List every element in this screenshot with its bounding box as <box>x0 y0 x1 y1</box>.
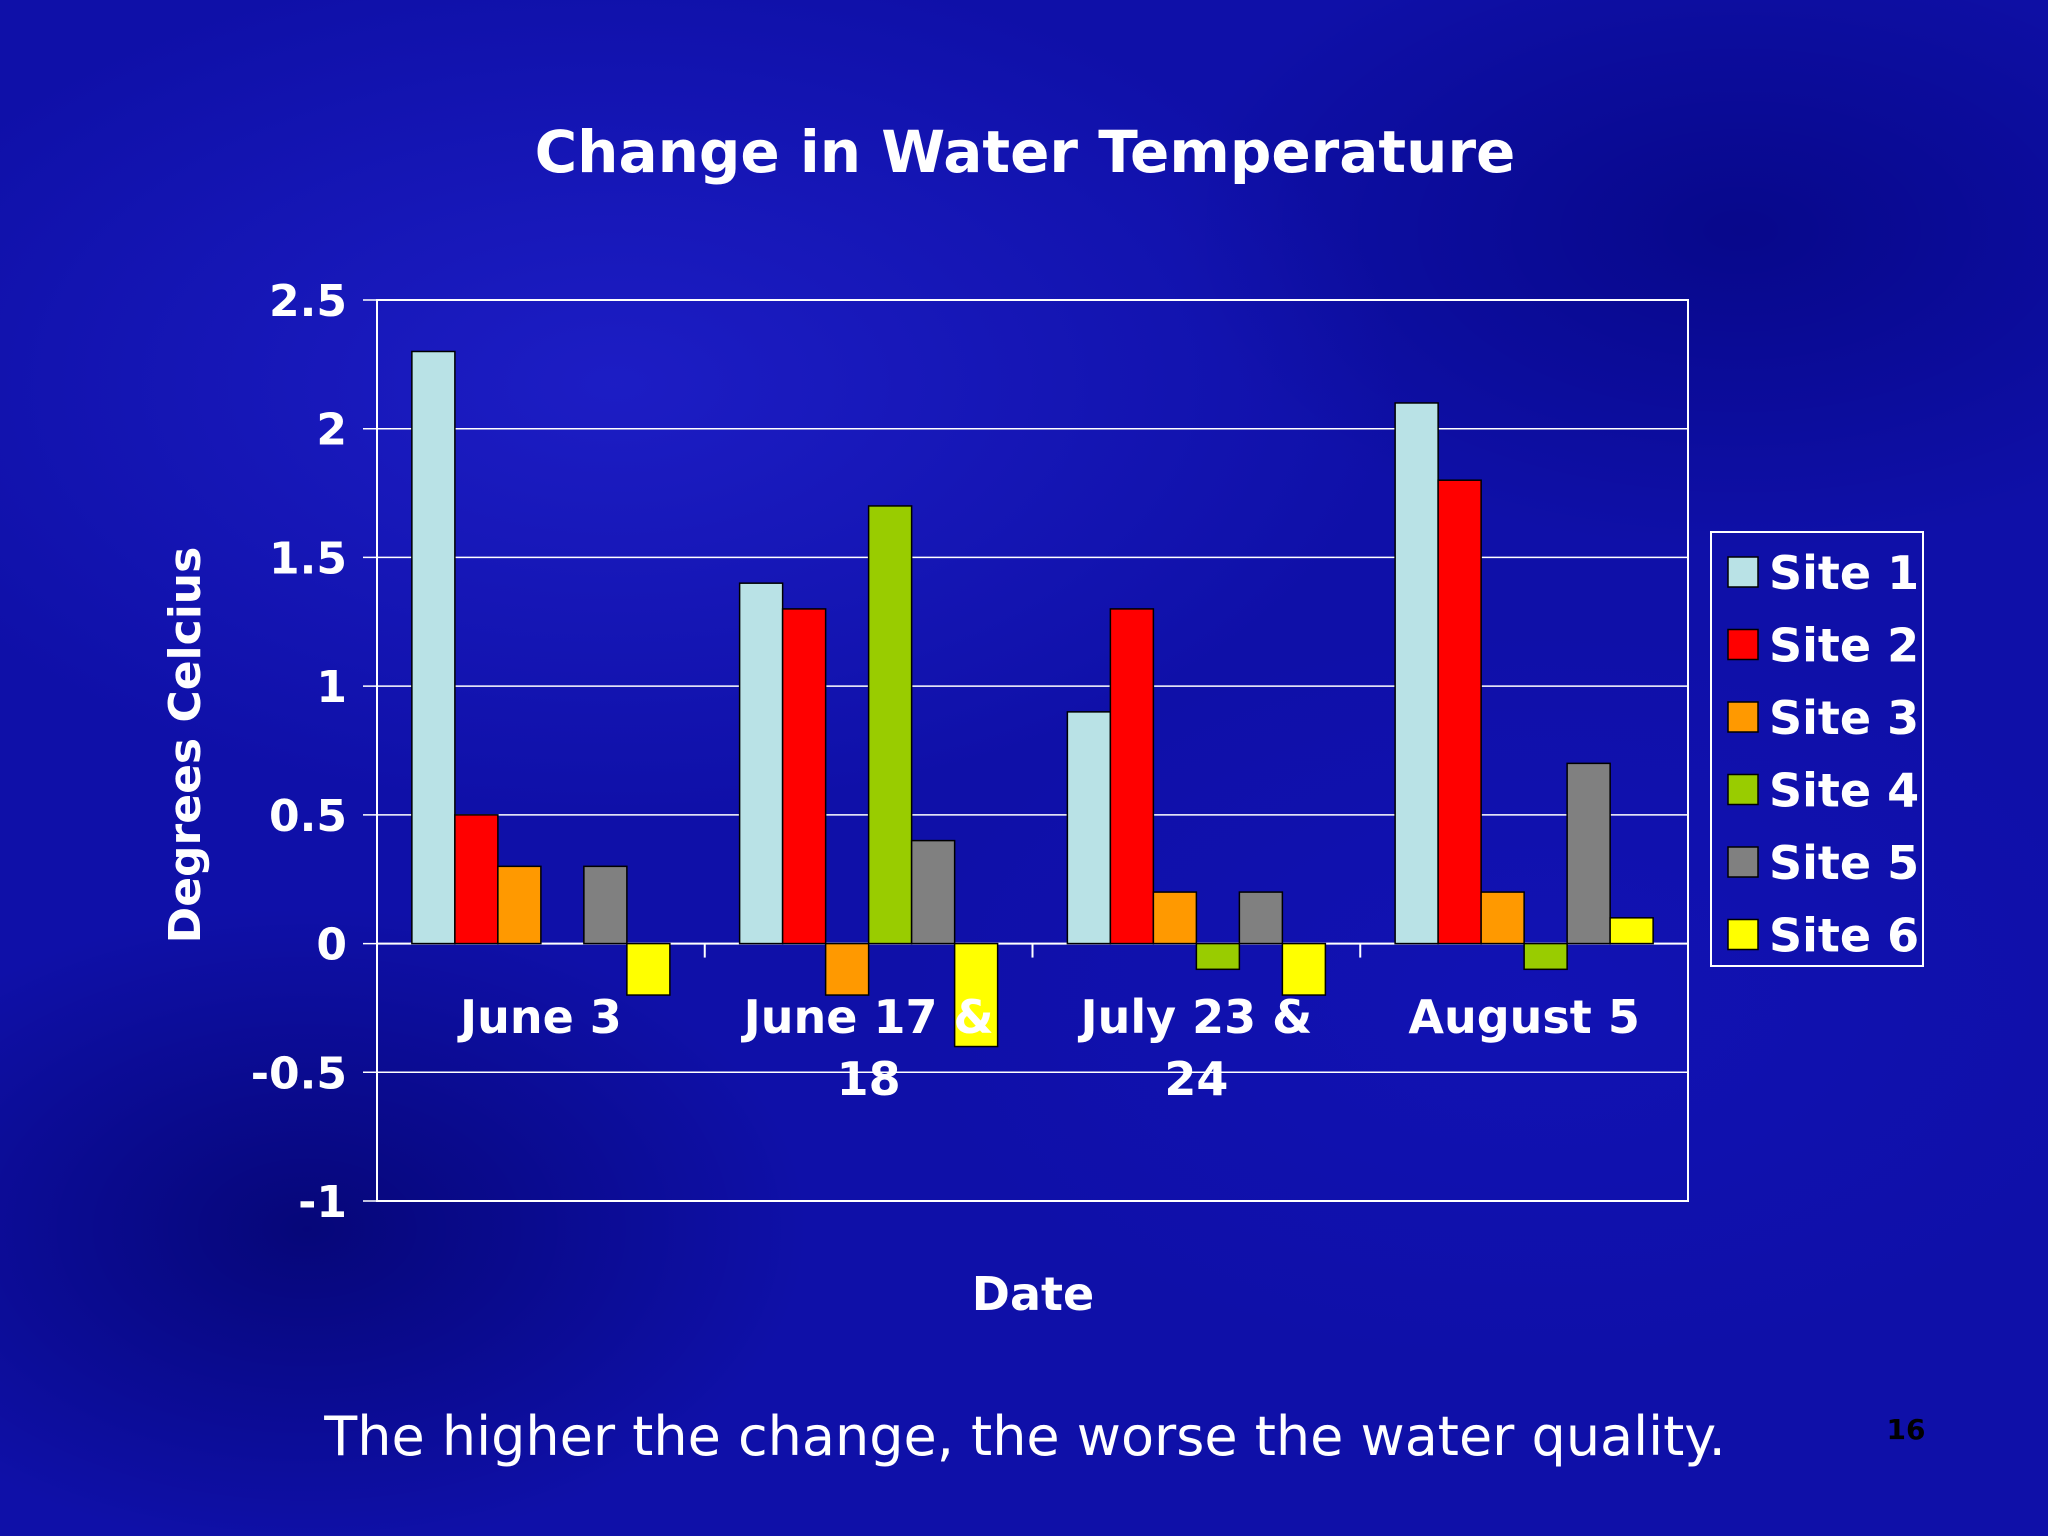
bar-site-6 <box>1281 942 1327 996</box>
y-tick-label: -1 <box>298 1177 347 1228</box>
bar-site-3 <box>1480 891 1525 945</box>
x-axis-label: Date <box>972 1267 1094 1321</box>
bar-site-2 <box>1109 608 1155 945</box>
legend-swatch <box>1727 918 1759 951</box>
legend-swatch <box>1727 701 1759 733</box>
bar-site-2 <box>781 608 827 945</box>
bar-site-6 <box>953 942 999 1048</box>
y-tick-label: 0 <box>316 920 347 971</box>
bar-site-5 <box>583 865 628 945</box>
bar-site-5 <box>910 839 956 945</box>
bar-site-5 <box>1566 762 1611 945</box>
bar-site-1 <box>1394 402 1439 945</box>
legend-label: Site 3 <box>1769 691 1919 745</box>
bar-site-6 <box>626 942 671 996</box>
bar-site-3 <box>1152 891 1198 945</box>
bar-site-4 <box>1523 942 1568 971</box>
bar-site-2 <box>1437 479 1482 945</box>
legend-label: Site 4 <box>1769 764 1919 818</box>
legend-label: Site 5 <box>1769 836 1919 890</box>
legend-swatch <box>1727 773 1759 806</box>
legend-label: Site 2 <box>1769 619 1919 673</box>
bar-site-4 <box>867 505 913 945</box>
y-tick-label: 1 <box>316 662 347 713</box>
x-category-label: August 5 <box>1408 990 1639 1044</box>
y-tick-label: 2 <box>316 405 347 456</box>
slide-caption: The higher the change, the worse the wat… <box>324 1405 1726 1468</box>
x-category-label: June 3 <box>457 990 622 1044</box>
bar-site-1 <box>411 350 456 945</box>
bar-site-1 <box>738 582 784 945</box>
x-category-label: July 23 & 24 <box>1077 990 1312 1106</box>
bar-site-6 <box>1609 917 1654 945</box>
legend-label: Site 1 <box>1769 546 1919 600</box>
legend-swatch <box>1727 846 1759 878</box>
y-tick-label: 1.5 <box>269 533 347 584</box>
water-temperature-chart: 2.5 2 1.5 1 0.5 0 -0.5 -1 June 3 June 17 & 18 July … <box>160 118 1924 1321</box>
bar-site-4 <box>1195 942 1241 971</box>
bar-site-3 <box>497 865 542 945</box>
y-tick-label: 0.5 <box>269 791 347 842</box>
chart-title: Change in Water Temperature <box>535 118 1516 186</box>
legend-swatch <box>1727 628 1759 661</box>
bar-site-1 <box>1066 711 1112 945</box>
plot-area-border <box>376 299 1689 1202</box>
bar-site-3 <box>824 942 870 996</box>
bar-site-2 <box>454 814 499 945</box>
bar-site-5 <box>1238 891 1284 945</box>
slide-number: 16 <box>1886 1413 1926 1446</box>
x-category-label: June 17 & 18 <box>741 990 994 1106</box>
legend-label: Site 6 <box>1769 909 1919 963</box>
legend-box <box>1710 531 1924 967</box>
y-tick-label: 2.5 <box>269 276 347 327</box>
legend-swatch <box>1727 556 1759 588</box>
y-tick-label: -0.5 <box>251 1048 347 1099</box>
y-axis-label: Degrees Celcius <box>160 547 211 944</box>
